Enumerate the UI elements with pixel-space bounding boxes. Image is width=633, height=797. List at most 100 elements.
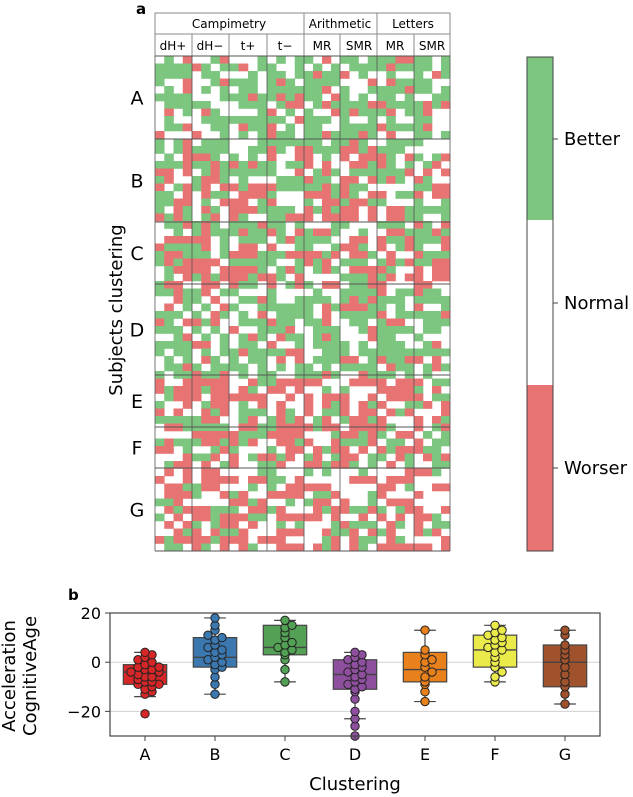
heatmap-cell: [238, 228, 249, 237]
heatmap-cell: [210, 401, 221, 409]
heatmap-cell: [386, 498, 396, 507]
heatmap-cell: [267, 446, 277, 454]
heatmap-cell: [229, 78, 239, 87]
x-tick-label: C: [279, 745, 290, 764]
heatmap-cell: [441, 408, 451, 417]
heatmap-cell: [322, 78, 332, 87]
heatmap-cell: [192, 536, 202, 544]
heatmap-cell: [182, 243, 193, 252]
heatmap-cell: [340, 131, 350, 139]
heatmap-cell: [294, 491, 305, 499]
heatmap-cell: [395, 191, 406, 199]
heatmap-cell: [441, 521, 451, 529]
heatmap-cell: [331, 228, 341, 237]
heatmap-cell: [322, 491, 332, 499]
heatmap-cell: [358, 506, 369, 514]
heatmap-cell: [358, 348, 369, 357]
heatmap-cell: [331, 168, 341, 177]
heatmap-cell: [182, 251, 193, 259]
heatmap-cell: [219, 138, 230, 147]
heatmap-cell: [294, 341, 305, 349]
heatmap-cell: [322, 213, 332, 222]
heatmap-cell: [155, 311, 165, 319]
heatmap-cell: [313, 86, 323, 94]
heatmap-cell: [173, 408, 184, 417]
heatmap-cell: [432, 513, 442, 522]
heatmap-cell: [432, 326, 442, 334]
heatmap-cell: [423, 513, 433, 522]
column-header: t−: [278, 39, 293, 53]
heatmap-cell: [377, 386, 387, 394]
heatmap-cell: [377, 161, 387, 169]
heatmap-cell: [340, 453, 350, 462]
heatmap-cell: [155, 258, 165, 267]
heatmap-cell: [219, 536, 230, 544]
heatmap-cell: [404, 63, 415, 72]
heatmap-cell: [441, 153, 451, 162]
heatmap-cell: [331, 438, 341, 447]
heatmap-cell: [349, 273, 359, 282]
heatmap-cell: [367, 528, 378, 537]
heatmap-cell: [340, 393, 350, 402]
heatmap-cell: [441, 228, 451, 237]
heatmap-cell: [210, 528, 221, 537]
heatmap-cell: [201, 71, 211, 79]
heatmap-cell: [395, 138, 406, 147]
heatmap-cell: [229, 348, 239, 357]
heatmap-cell: [377, 288, 387, 297]
heatmap-cell: [441, 393, 451, 402]
heatmap-cell: [331, 206, 341, 214]
heatmap-cell: [257, 318, 268, 327]
heatmap-cell: [267, 78, 277, 87]
heatmap-cell: [313, 93, 323, 102]
heatmap-cell: [257, 251, 268, 259]
heatmap-cell: [257, 468, 268, 477]
heatmap-cell: [340, 206, 350, 214]
heatmap-cell: [313, 506, 323, 514]
heatmap-cell: [313, 131, 323, 139]
heatmap-cell: [192, 393, 202, 402]
heatmap-cell: [377, 303, 387, 312]
heatmap-cell: [238, 213, 249, 222]
column-header: MR: [313, 39, 332, 53]
heatmap-cell: [377, 401, 387, 409]
heatmap-cell: [219, 228, 230, 237]
heatmap-cell: [238, 318, 249, 327]
heatmap-cell: [386, 108, 396, 117]
heatmap-cell: [210, 168, 221, 177]
heatmap-cell: [322, 281, 332, 289]
heatmap-cell: [294, 431, 305, 439]
heatmap-cell: [164, 483, 174, 492]
data-point: [140, 709, 150, 719]
heatmap-cell: [164, 386, 174, 394]
heatmap-cell: [294, 86, 305, 94]
heatmap-cell: [276, 378, 286, 387]
heatmap-cell: [395, 221, 406, 229]
heatmap-cell: [367, 206, 378, 214]
heatmap-cell: [358, 311, 369, 319]
heatmap-cell: [432, 453, 442, 462]
heatmap-cell: [304, 153, 314, 162]
x-tick-label: G: [559, 745, 571, 764]
heatmap-cell: [182, 483, 193, 492]
heatmap-cell: [358, 63, 369, 72]
heatmap-cell: [304, 318, 314, 327]
heatmap-cell: [322, 168, 332, 177]
heatmap-cell: [238, 161, 249, 169]
heatmap-cell: [173, 101, 184, 109]
heatmap-cell: [304, 146, 314, 154]
boxplot-x-label: Clustering: [309, 774, 401, 795]
heatmap-cell: [229, 498, 239, 507]
heatmap-cell: [432, 438, 442, 447]
heatmap-cell: [414, 236, 424, 244]
heatmap-cell: [358, 266, 369, 274]
heatmap-cell: [192, 431, 202, 439]
heatmap-cell: [322, 401, 332, 409]
data-point: [427, 655, 437, 665]
heatmap-cell: [294, 333, 305, 342]
heatmap-cell: [367, 266, 378, 274]
heatmap-cell: [219, 521, 230, 529]
heatmap-cell: [276, 206, 286, 214]
heatmap-y-label: Subjects clustering: [106, 224, 127, 395]
heatmap-cell: [192, 228, 202, 237]
